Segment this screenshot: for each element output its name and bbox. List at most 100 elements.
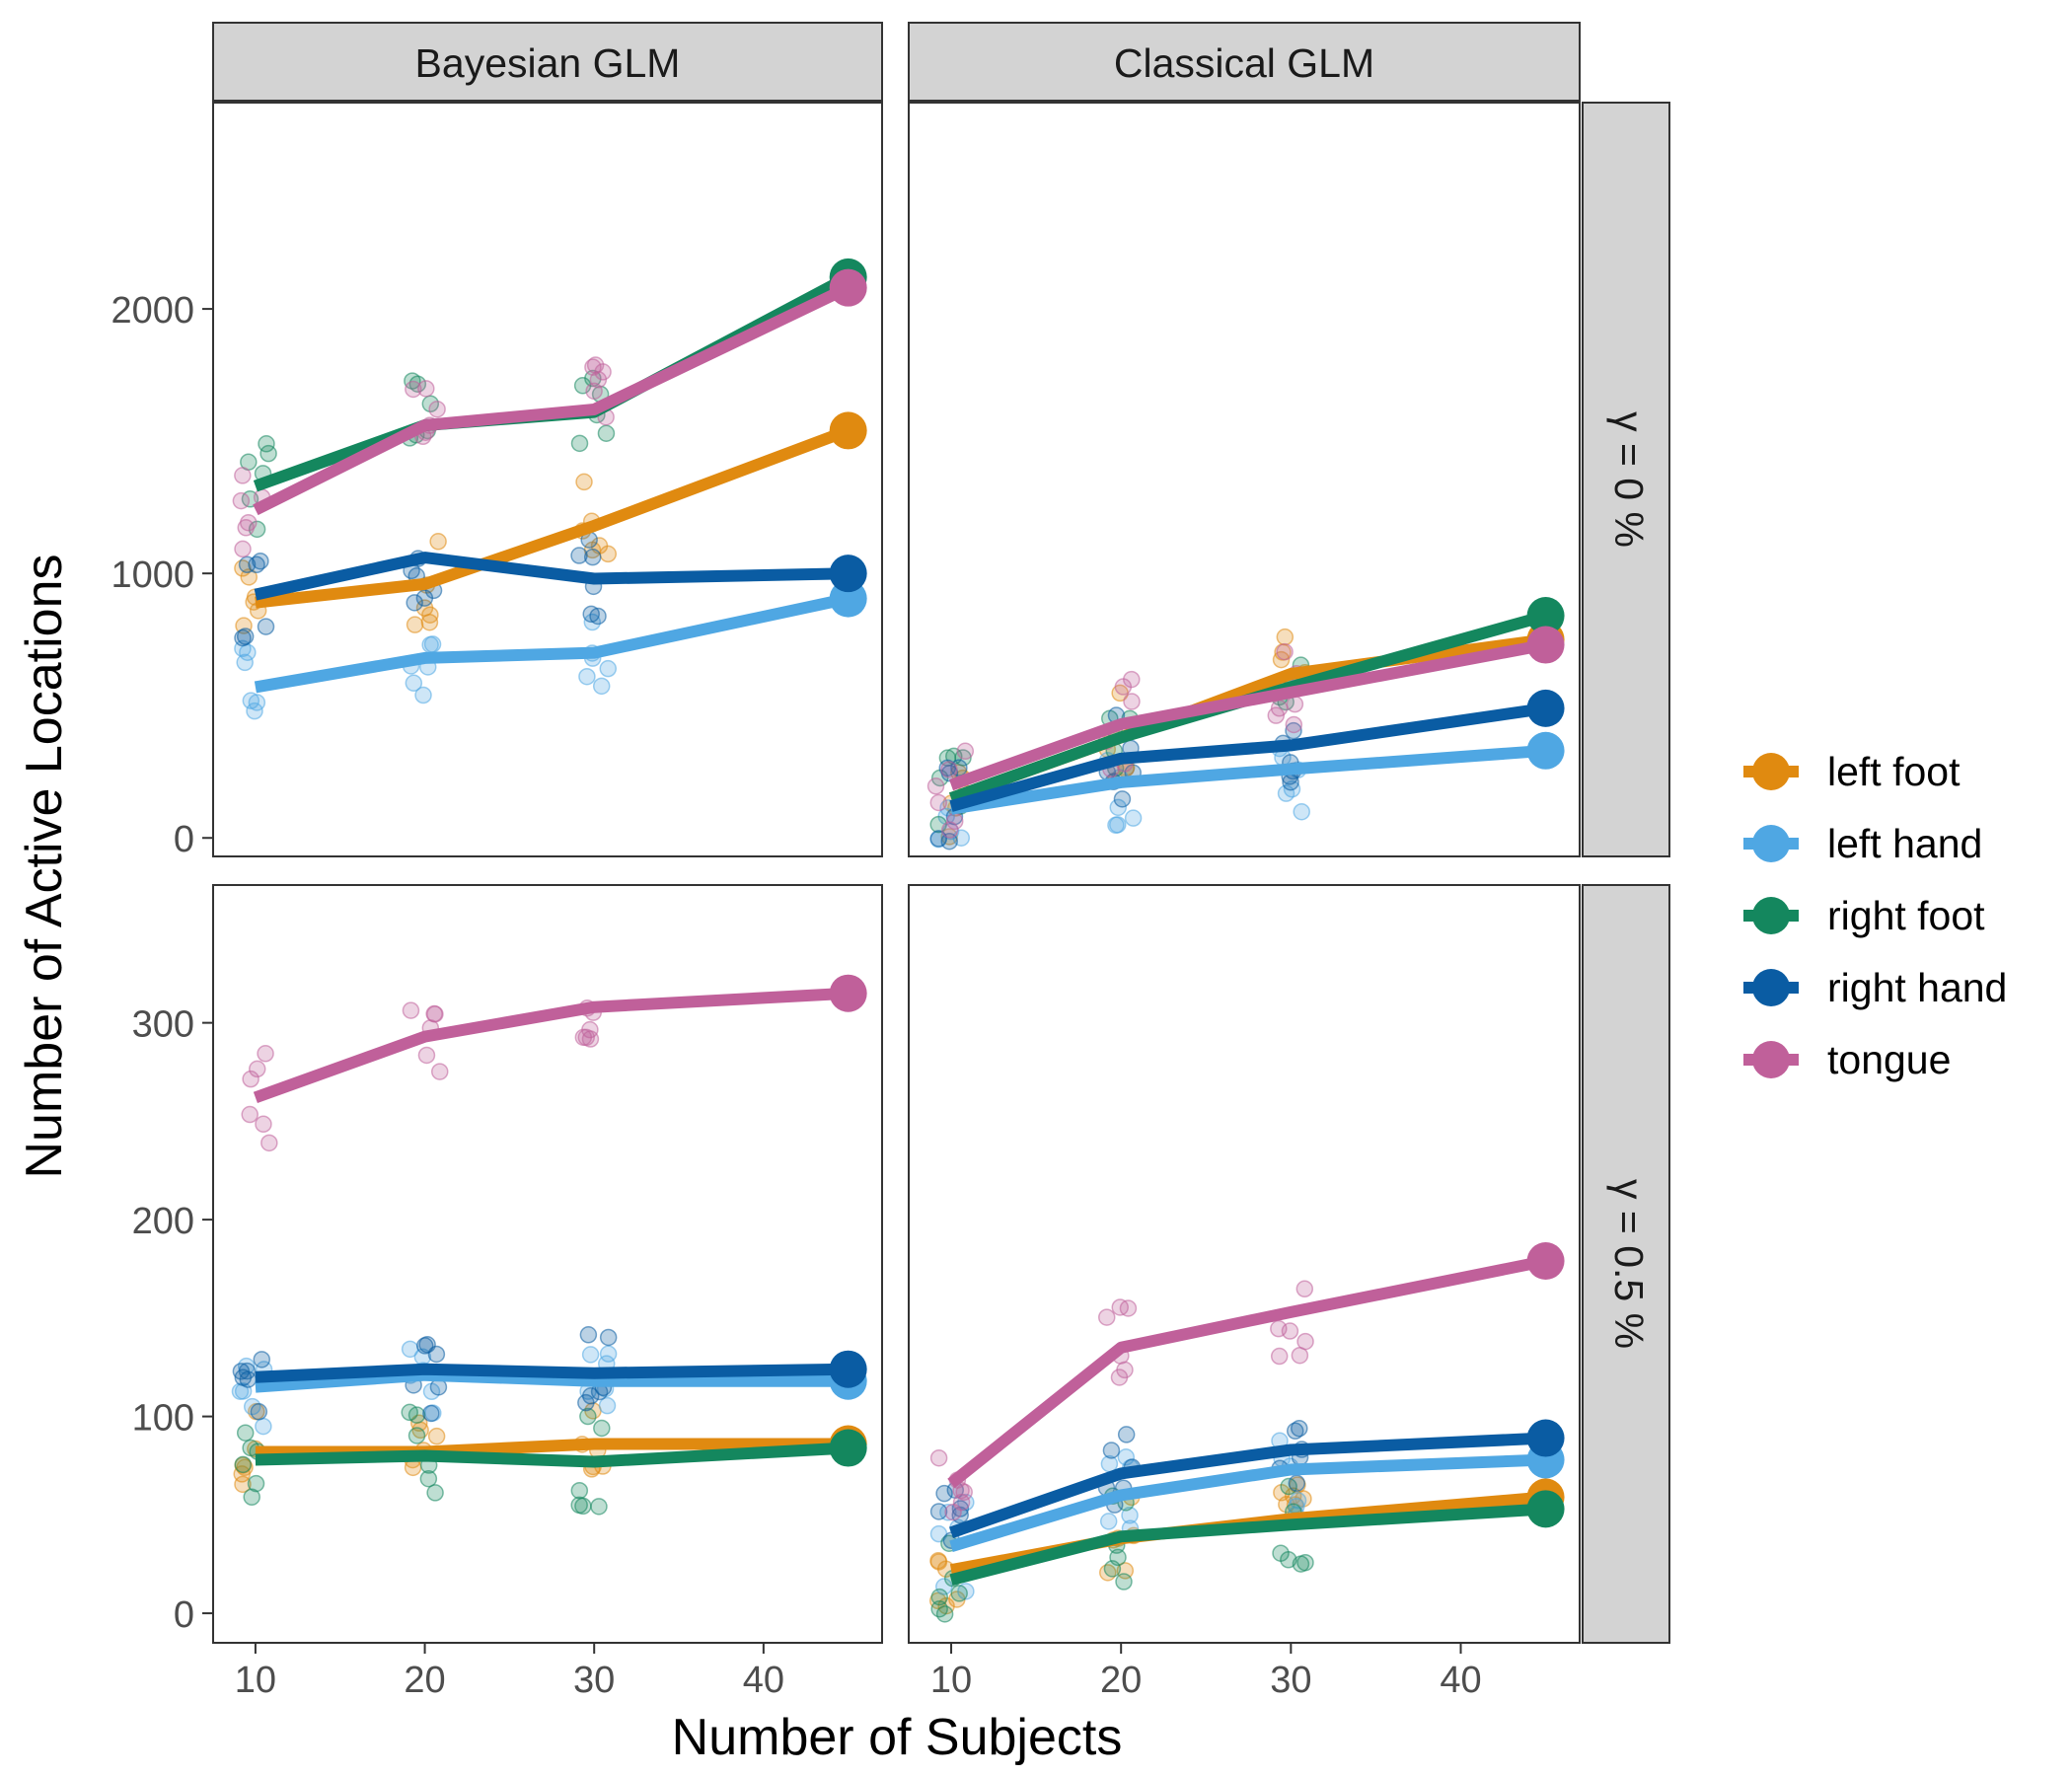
replicate-point-left-foot [240,568,259,586]
replicate-point-left-hand [598,1396,617,1415]
replicate-point-tongue [417,1046,436,1065]
series-end-point-right-foot [1526,597,1565,635]
replicate-point-right-hand [422,1404,440,1423]
replicate-point-right-hand [583,548,602,566]
y-tick-label-row1-3: 300 [132,1004,194,1046]
series-line-left-hand [949,1453,1546,1553]
series-end-point-tongue [1526,626,1565,664]
facet-strip-gamma-05 [1582,884,1670,1644]
replicate-point-left-foot [234,1475,252,1494]
series-line-right-hand [949,702,1547,812]
replicate-point-tongue [926,777,945,795]
replicate-point-right-foot [1115,1573,1133,1591]
legend-label: tongue [1827,1037,1951,1082]
replicate-point-left-hand [1121,1507,1139,1524]
replicate-point-right-hand [929,1503,948,1520]
replicate-point-right-hand [418,1335,436,1354]
replicate-point-tongue [255,1115,272,1134]
replicate-point-left-hand [599,659,618,678]
replicate-point-tongue [929,1448,948,1467]
legend-item-left-foot: left foot [1743,749,1961,794]
replicate-point-tongue [945,812,964,831]
replicate-point-left-hand [957,1583,975,1600]
series-end-point-right-foot [829,1429,867,1467]
legend-key-point [1752,825,1790,862]
series-end-point-left-hand [1526,731,1565,770]
replicate-point-right-foot [579,1407,597,1426]
axes-layer: 0 1000 2000 0 100 200 300 10 20 30 40 10 20 30 40 [111,290,1481,1701]
facet-strip-gamma-0 [1582,102,1670,857]
replicate-point-tongue [1097,1308,1116,1326]
replicate-point-right-foot [243,1488,260,1506]
replicate-point-tongue [1270,1319,1288,1338]
replicate-point-tongue [929,793,948,812]
replicate-point-right-hand [1102,1442,1121,1459]
replicate-point-tongue [428,400,446,418]
replicate-point-right-hand [238,555,257,574]
facet-label-bayesian: Bayesian GLM [415,40,681,86]
replicate-point-tongue [1270,700,1289,717]
replicate-point-left-hand [242,692,260,709]
replicate-point-left-hand [231,1382,250,1400]
replicate-point-right-hand [234,629,252,647]
y-tick-label-row1-1: 100 [132,1398,194,1440]
series-line-right-foot [949,1503,1546,1587]
replicate-point-right-hand [579,1326,598,1344]
series-line-left-hand [254,592,850,694]
replicate-point-tongue [232,491,251,510]
series-line-tongue [253,987,850,1104]
replicate-point-tongue [941,821,959,839]
replicate-point-right-hand [599,1328,618,1347]
facet-strip-classical [908,22,1581,102]
replicate-point-left-hand [255,1417,272,1436]
series-line-tongue [253,282,851,516]
replicate-point-tongue [1276,642,1294,661]
replicate-point-tongue [234,467,252,484]
replicate-point-left-foot [421,606,439,624]
replicate-point-left-hand [421,635,439,654]
series-end-point-tongue [829,974,867,1012]
replicate-point-left-hand [405,674,423,693]
series-end-point-tongue [1526,1242,1565,1281]
replicate-point-left-hand [1109,816,1127,834]
replicate-point-right-foot [930,1588,949,1606]
replicate-point-left-foot [427,1427,446,1445]
replicate-point-tongue [586,356,605,374]
replicate-point-right-foot [590,1498,608,1516]
replicate-point-right-foot [247,1474,265,1493]
series-end-point-right-hand [829,1350,867,1388]
replicate-point-left-hand [581,1346,600,1364]
replicate-point-tongue [237,519,255,537]
series-line-tongue [947,1255,1547,1489]
x-tick-label-col0-0: 10 [235,1660,276,1701]
series-end-point-right-hand [1526,1419,1565,1457]
series-end-point-right-hand [1526,689,1565,727]
replicate-point-tongue [589,371,608,389]
series-line-left-hand [950,744,1547,815]
legend-item-tongue: tongue [1743,1037,1951,1082]
replicate-point-tongue [248,1060,266,1078]
replicate-point-right-foot [570,434,589,453]
replicate-point-right-hand [250,1403,268,1421]
replicate-point-left-hand [1124,809,1143,827]
replicate-point-right-hand [570,547,588,564]
replicate-point-right-hand [1113,790,1132,808]
replicate-point-tongue [956,742,975,761]
x-tick-label-col1-3: 40 [1440,1660,1481,1701]
legend-label: left hand [1827,821,1982,866]
replicate-point-left-hand [578,667,596,686]
series-line-tongue [948,638,1547,791]
replicate-point-tongue [1270,1347,1289,1366]
replicate-point-left-foot [1276,628,1295,646]
replicate-point-tongue [234,540,252,558]
y-tick-label-row0-0: 0 [174,819,194,860]
x-tick-label-col0-1: 20 [404,1660,445,1701]
replicate-point-left-hand [1109,798,1127,817]
x-axis-title: Number of Subjects [672,1709,1123,1766]
replicate-point-tongue [1123,693,1141,710]
replicate-point-left-foot [406,616,424,633]
replicate-point-right-hand [1117,1426,1136,1443]
series-line-left-hand [255,1369,849,1393]
replicate-point-right-hand [929,830,947,848]
